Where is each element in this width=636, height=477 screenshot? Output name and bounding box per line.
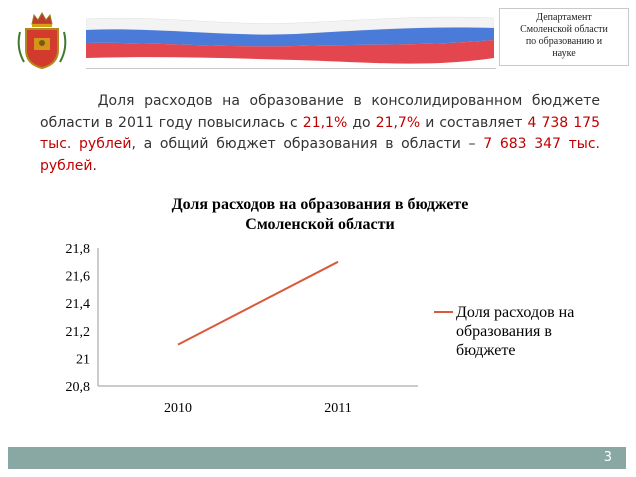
chart: Доля расходов на образования в бюджете С…	[66, 196, 575, 416]
summary-text-4: , а общий бюджет образования в области –	[131, 136, 484, 152]
department-line-1: Департамент	[536, 12, 592, 23]
summary-paragraph: Доля расходов на образование в консолиди…	[40, 91, 600, 177]
legend-label: бюджете	[456, 342, 515, 359]
summary-value-start: 21,1%	[302, 114, 348, 131]
department-line-4: науке	[552, 48, 576, 59]
series-line	[177, 260, 339, 346]
footer-bar: 3	[8, 447, 626, 469]
summary-value-total: 7 683 347 тыс. рублей	[40, 136, 600, 174]
y-tick-label: 21,6	[66, 270, 91, 285]
legend-label: Доля расходов на	[456, 304, 574, 321]
department-line-3: по образованию и	[525, 36, 603, 47]
y-tick-label: 21,4	[66, 297, 91, 312]
x-tick-label: 2011	[324, 401, 351, 416]
chart-title-line-2: Смоленской области	[245, 216, 394, 233]
y-tick-label: 20,8	[66, 380, 91, 395]
page-number: 3	[603, 450, 612, 465]
chart-title-line-1: Доля расходов на образования в бюджете	[172, 196, 469, 213]
y-tick-label: 21,2	[66, 325, 91, 340]
waving-flag-decoration	[86, 16, 494, 64]
header-divider	[86, 68, 496, 69]
coat-of-arms-emblem	[17, 12, 67, 70]
summary-text-5: .	[92, 157, 97, 174]
y-tick-label: 21,8	[66, 242, 91, 257]
summary-value-expenses: 4 738 175 тыс. рублей	[40, 114, 600, 153]
summary-text-3: и составляет	[420, 114, 528, 131]
summary-value-end: 21,7%	[375, 114, 421, 131]
legend-label: образования в	[456, 323, 552, 340]
summary-text-2: до	[347, 114, 376, 131]
crown-icon	[31, 12, 53, 25]
y-tick-label: 21	[76, 352, 90, 367]
summary-text-1: Доля расходов на образование в консолиди…	[40, 93, 600, 131]
department-line-2: Смоленской области	[520, 24, 608, 35]
x-tick-label: 2010	[164, 401, 192, 416]
department-label-box: Департамент Смоленской области по образо…	[499, 8, 629, 66]
